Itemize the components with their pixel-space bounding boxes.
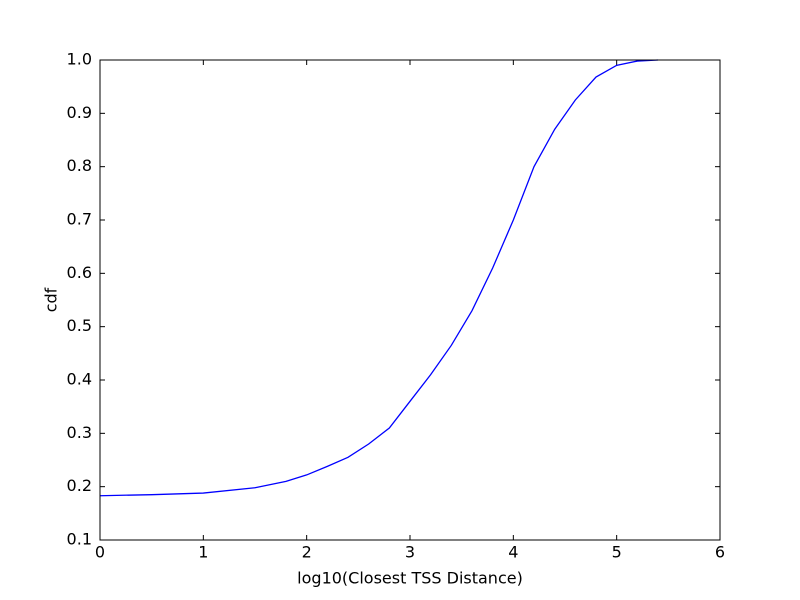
y-tick-label: 0.3 [67,423,92,442]
y-tick-label: 0.8 [67,156,92,175]
x-tick-label: 0 [95,543,105,562]
line [99,59,659,497]
y-tick-label: 0.2 [67,476,92,495]
y-tick-label: 0.4 [67,370,92,389]
x-axis-label: log10(Closest TSS Distance) [297,569,523,588]
y-tick-label: 0.1 [67,530,92,549]
y-tick-label: 1.0 [67,50,92,69]
x-tick-label: 1 [198,543,208,562]
x-tick-label: 3 [405,543,415,562]
y-tick-label: 0.5 [67,316,92,335]
x-tick-label: 4 [508,543,518,562]
x-tick-label: 5 [612,543,622,562]
y-tick-label: 0.7 [67,210,92,229]
plot-frame [99,59,721,541]
x-tick-label: 2 [302,543,312,562]
y-tick-label: 0.6 [67,263,92,282]
y-tick-label: 0.9 [67,103,92,122]
y-axis-label: cdf [42,287,61,312]
x-tick-label: 6 [715,543,725,562]
